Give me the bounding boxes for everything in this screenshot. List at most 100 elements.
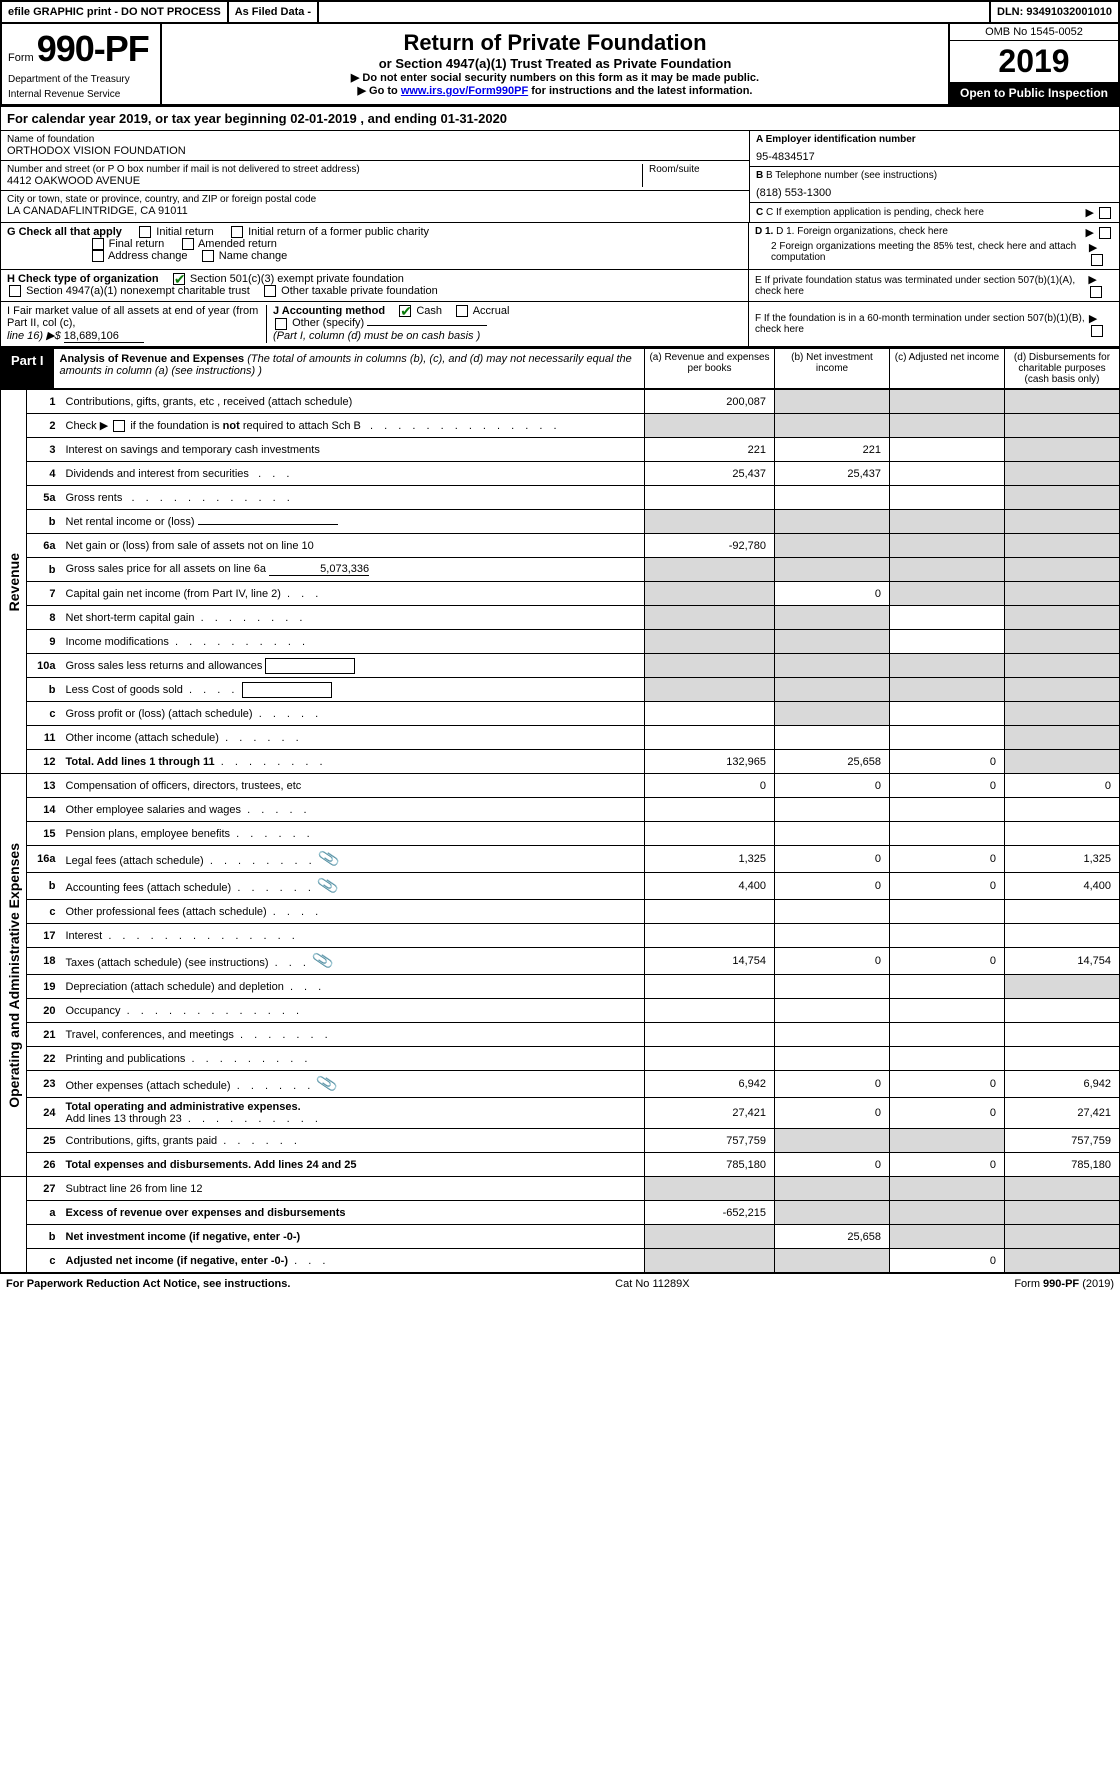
city-label: City or town, state or province, country…: [7, 194, 743, 205]
desc: Subtract line 26 from line 12: [61, 1177, 645, 1201]
ln: 12: [27, 750, 61, 774]
ein-label: A Employer identification number: [756, 134, 1113, 145]
col-b: [775, 1177, 890, 1201]
ln: 26: [27, 1153, 61, 1177]
col-a: -652,215: [645, 1201, 775, 1225]
g-name-label: Name change: [219, 250, 288, 262]
dots: . . . . . . . . . . . . .: [127, 1005, 303, 1017]
col-c: 0: [890, 1249, 1005, 1273]
omb-number: OMB No 1545-0052: [950, 24, 1118, 41]
note-goto-post: for instructions and the latest informat…: [531, 85, 752, 97]
c-checkbox[interactable]: [1099, 207, 1111, 219]
g-name-checkbox[interactable]: [202, 250, 214, 262]
col-d: [1005, 1201, 1120, 1225]
col-b: [775, 390, 890, 414]
col-a: [645, 702, 775, 726]
table-row: 14 Other employee salaries and wages . .…: [1, 798, 1120, 822]
ln: 14: [27, 798, 61, 822]
phone-row: B B Telephone number (see instructions) …: [750, 167, 1119, 203]
h-501c3-checkbox[interactable]: [173, 273, 185, 285]
exemption-pending-row: C C If exemption application is pending,…: [750, 203, 1119, 222]
col-b: [775, 1023, 890, 1047]
col-b: [775, 654, 890, 678]
desc: Printing and publications . . . . . . . …: [61, 1047, 645, 1071]
form-title: Return of Private Foundation: [168, 30, 942, 56]
table-row: 24 Total operating and administrative ex…: [1, 1098, 1120, 1129]
j-accrual-checkbox[interactable]: [456, 305, 468, 317]
col-c: [890, 1023, 1005, 1047]
table-row: 18 Taxes (attach schedule) (see instruct…: [1, 948, 1120, 975]
dots: . . .: [290, 981, 325, 993]
d-checks: D 1. D 1. Foreign organizations, check h…: [749, 223, 1119, 269]
g-address-label: Address change: [108, 250, 188, 262]
paperclip-icon[interactable]: 📎: [316, 847, 340, 871]
paperclip-icon[interactable]: 📎: [316, 874, 340, 898]
col-c: [890, 390, 1005, 414]
sch-b-checkbox[interactable]: [113, 420, 125, 432]
ln: 10a: [27, 654, 61, 678]
desc-text: Total. Add lines 1 through 11: [66, 756, 215, 768]
col-c: [890, 678, 1005, 702]
col-b: [775, 822, 890, 846]
col-b: [775, 486, 890, 510]
desc: Legal fees (attach schedule) . . . . . .…: [61, 846, 645, 873]
g-checks: G Check all that apply Initial return In…: [1, 223, 749, 269]
table-row: 3 Interest on savings and temporary cash…: [1, 438, 1120, 462]
desc-text: Occupancy: [66, 1005, 121, 1017]
g-amended-checkbox[interactable]: [182, 238, 194, 250]
col-b: [775, 510, 890, 534]
table-row: c Gross profit or (loss) (attach schedul…: [1, 702, 1120, 726]
g-final-checkbox[interactable]: [92, 238, 104, 250]
efile-label: efile GRAPHIC print - DO NOT PROCESS: [2, 2, 229, 22]
paperclip-icon[interactable]: 📎: [315, 1072, 339, 1096]
f-checkbox[interactable]: [1091, 325, 1103, 337]
col-d: [1005, 654, 1120, 678]
dots: . . . . . . . .: [210, 855, 316, 867]
note-goto-pre: ▶ Go to: [358, 85, 401, 97]
g-initial-checkbox[interactable]: [139, 226, 151, 238]
gross-sales-val: 5,073,336: [269, 563, 369, 576]
table-row: 27 Subtract line 26 from line 12: [1, 1177, 1120, 1201]
dots: . . . . . . .: [240, 1029, 332, 1041]
j-cash-checkbox[interactable]: [399, 305, 411, 317]
e-checkbox[interactable]: [1090, 286, 1102, 298]
desc: Less Cost of goods sold . . . .: [61, 678, 645, 702]
part1-label: Part I: [1, 349, 54, 388]
g-initial-former-checkbox[interactable]: [231, 226, 243, 238]
desc-text: Total operating and administrative expen…: [66, 1101, 301, 1113]
g-address-checkbox[interactable]: [92, 250, 104, 262]
col-a: [645, 975, 775, 999]
col-a: [645, 558, 775, 582]
h-4947-checkbox[interactable]: [9, 285, 21, 297]
col-d: [1005, 999, 1120, 1023]
col-a: 221: [645, 438, 775, 462]
table-row: 21 Travel, conferences, and meetings . .…: [1, 1023, 1120, 1047]
asfiled-label: As Filed Data -: [229, 2, 319, 22]
desc-text: Interest: [66, 930, 103, 942]
j-other-label: Other (specify): [292, 317, 364, 329]
col-c: [890, 975, 1005, 999]
desc-text: Gross profit or (loss) (attach schedule): [66, 708, 253, 720]
room-cell: Room/suite: [643, 164, 743, 187]
col-b: [775, 999, 890, 1023]
j-other-checkbox[interactable]: [275, 318, 287, 330]
col-a: [645, 1249, 775, 1273]
table-row: 15 Pension plans, employee benefits . . …: [1, 822, 1120, 846]
dots: . . . . . .: [225, 732, 303, 744]
d1-checkbox[interactable]: [1099, 227, 1111, 239]
expenses-side-text: Operating and Administrative Expenses: [6, 843, 32, 1108]
table-row: 10a Gross sales less returns and allowan…: [1, 654, 1120, 678]
h-other-checkbox[interactable]: [264, 285, 276, 297]
d2-checkbox[interactable]: [1091, 254, 1103, 266]
paperclip-icon[interactable]: 📎: [311, 949, 335, 973]
col-b: 0: [775, 1098, 890, 1129]
table-row: b Accounting fees (attach schedule) . . …: [1, 873, 1120, 900]
phone-value: (818) 553-1300: [756, 187, 1113, 199]
dots: . . . .: [189, 684, 238, 696]
irs-link[interactable]: www.irs.gov/Form990PF: [401, 85, 528, 97]
desc: Taxes (attach schedule) (see instruction…: [61, 948, 645, 975]
dots: . . .: [258, 468, 293, 480]
street-cell: Number and street (or P O box number if …: [7, 164, 643, 187]
col-b: [775, 1249, 890, 1273]
dots: . . .: [294, 1255, 329, 1267]
